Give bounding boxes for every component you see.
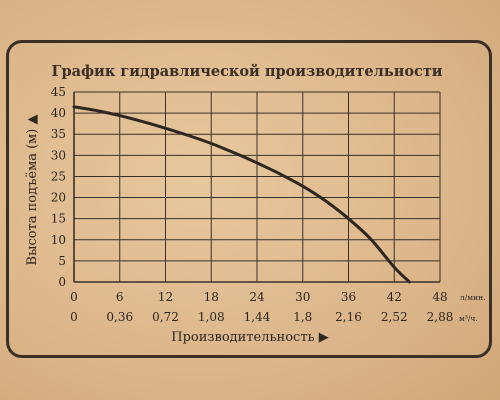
y-tick-labels: 0 5 10 15 20 25 30 35 40 45 xyxy=(51,85,66,289)
x-tick-label-m3h: 1,8 xyxy=(293,310,312,324)
x-tick-label-lpm: 48 xyxy=(432,290,447,304)
x-tick-label-lpm: 42 xyxy=(387,290,402,304)
x-tick-label-m3h: 0 xyxy=(70,310,78,324)
performance-curve xyxy=(72,105,411,284)
x-tick-label-lpm: 12 xyxy=(158,290,173,304)
x-tick-label-m3h: 0,72 xyxy=(152,310,179,324)
y-tick-label: 20 xyxy=(51,191,66,205)
x-tick-labels-lpm: 0 6 12 18 24 30 36 42 48 xyxy=(70,290,447,304)
y-tick-label: 0 xyxy=(58,275,66,289)
x-tick-label-m3h: 2,88 xyxy=(427,310,454,324)
x-tick-label-m3h: 0,36 xyxy=(106,310,133,324)
y-tick-label: 35 xyxy=(51,127,66,141)
x-tick-label-lpm: 30 xyxy=(295,290,310,304)
x-tick-label-lpm: 0 xyxy=(70,290,78,304)
y-tick-label: 10 xyxy=(51,233,66,247)
chart-card xyxy=(6,40,492,358)
x-tick-label-lpm: 18 xyxy=(204,290,219,304)
x-tick-labels-m3h: 0 0,36 0,72 1,08 1,44 1,8 2,16 2,52 2,88 xyxy=(70,310,453,324)
y-tick-label: 40 xyxy=(51,106,66,120)
x-tick-label-m3h: 1,08 xyxy=(198,310,225,324)
x-tick-label-m3h: 2,52 xyxy=(381,310,408,324)
x-unit-lpm: л/мин. xyxy=(460,293,486,302)
y-tick-label: 25 xyxy=(51,169,66,183)
y-axis-label: Высота подъёма (м) ▲ xyxy=(25,115,40,266)
x-tick-label-lpm: 6 xyxy=(116,290,124,304)
y-tick-label: 5 xyxy=(58,254,66,268)
x-tick-label-m3h: 1,44 xyxy=(244,310,271,324)
x-unit-m3h: м³/ч. xyxy=(459,314,478,323)
chart-grid xyxy=(73,91,441,283)
x-tick-label-lpm: 36 xyxy=(341,290,356,304)
x-tick-label-lpm: 24 xyxy=(249,290,265,304)
y-tick-label: 30 xyxy=(51,148,66,162)
chart-title: График гидравлической производительности xyxy=(51,63,442,80)
y-tick-label: 15 xyxy=(51,212,66,226)
x-axis-label: Производительность ▶ xyxy=(171,330,328,345)
x-tick-label-m3h: 2,16 xyxy=(335,310,362,324)
y-tick-label: 45 xyxy=(51,85,66,99)
